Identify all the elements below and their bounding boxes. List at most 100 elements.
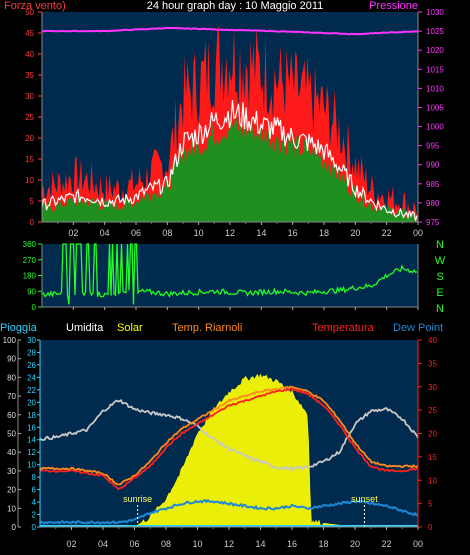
- pressure-y-tick-label: 1015: [426, 65, 444, 74]
- rain-y-tick-label: 20: [27, 398, 36, 407]
- rain-y-tick-label: 24: [27, 373, 36, 382]
- wind-y-tick-label: 15: [25, 155, 34, 164]
- wind-y-tick-label: 40: [25, 50, 34, 59]
- rain-y-tick-label: 16: [27, 423, 36, 432]
- legend-item: Temperatura: [312, 322, 375, 334]
- wind-x-tick-label: 02: [68, 228, 78, 238]
- humidity-y-tick-label: 0: [12, 523, 17, 532]
- wind-y-tick-label: 50: [25, 8, 34, 17]
- wind-x-tick-label: 10: [194, 228, 204, 238]
- wind-x-tick-label: 00: [413, 228, 423, 238]
- temperature-y-tick-label: 35: [428, 359, 437, 368]
- rain-y-tick-label: 26: [27, 361, 36, 370]
- direction-y-tick-label: 0: [32, 303, 37, 312]
- wind-y-tick-label: 10: [25, 176, 34, 185]
- rain-y-tick-label: 6: [32, 486, 37, 495]
- weather-x-tick-label: 16: [287, 539, 297, 549]
- chart-title: 24 hour graph day : 10 Maggio 2011: [147, 0, 324, 12]
- wind-speed-line: [41, 100, 418, 221]
- wind-x-tick-label: 14: [256, 228, 266, 238]
- pressure-y-tick-label: 995: [426, 142, 440, 151]
- temperature-y-tick-label: 10: [428, 476, 437, 485]
- temperature-y-tick-label: 20: [428, 430, 437, 439]
- rain-y-tick-label: 28: [27, 348, 36, 357]
- humidity-y-tick-label: 50: [7, 430, 16, 439]
- pressure-y-tick-label: 975: [426, 218, 440, 227]
- humidity-y-tick-label: 20: [7, 486, 16, 495]
- weather-x-tick-label: 06: [129, 539, 139, 549]
- direction-y-tick-label: 90: [27, 287, 36, 296]
- weather-x-tick-label: 18: [318, 539, 328, 549]
- temperature-y-tick-label: 30: [428, 383, 437, 392]
- weather-x-tick-label: 12: [224, 539, 234, 549]
- sunrise-label: sunrise: [123, 494, 152, 504]
- wind-x-tick-label: 16: [288, 228, 298, 238]
- legend-item: Temp. Riarnoli: [172, 322, 242, 334]
- pressure-y-tick-label: 1005: [426, 103, 444, 112]
- wind-y-tick-label: 45: [25, 29, 34, 38]
- right-axis-title: Pressione: [369, 0, 418, 12]
- direction-y-tick-label: 360: [23, 240, 37, 249]
- pressure-y-tick-label: 1020: [426, 46, 444, 55]
- humidity-y-tick-label: 100: [3, 336, 17, 345]
- humidity-y-tick-label: 40: [7, 448, 16, 457]
- rain-y-tick-label: 10: [27, 461, 36, 470]
- wind-x-tick-label: 22: [382, 228, 392, 238]
- weather-x-tick-label: 00: [413, 539, 423, 549]
- weather-x-tick-label: 22: [381, 539, 391, 549]
- left-axis-title: Forza vento): [4, 0, 66, 12]
- temperature-series: [39, 387, 419, 491]
- weather-x-tick-label: 10: [192, 539, 202, 549]
- rain-y-tick-label: 12: [27, 448, 36, 457]
- wind-x-tick-label: 06: [131, 228, 141, 238]
- wind-x-tick-label: 04: [100, 228, 110, 238]
- sunset-label: sunset: [351, 494, 378, 504]
- dew-point-series: [39, 498, 419, 525]
- wind-y-tick-label: 30: [25, 92, 34, 101]
- rain-y-tick-label: 22: [27, 386, 36, 395]
- temperature-y-tick-label: 5: [428, 500, 433, 509]
- wind-x-tick-label: 18: [319, 228, 329, 238]
- direction-y-tick-label: 270: [23, 256, 37, 265]
- legend-item: Pioggia: [0, 322, 38, 334]
- temperature-y-tick-label: 0: [428, 523, 433, 532]
- humidity-series: [39, 399, 419, 473]
- legend-item: Dew Point: [393, 322, 443, 334]
- compass-label: N: [436, 239, 444, 251]
- humidity-y-tick-label: 80: [7, 373, 16, 382]
- weather-x-tick-label: 08: [161, 539, 171, 549]
- pressure-y-tick-label: 1030: [426, 8, 444, 17]
- compass-label: S: [436, 271, 443, 283]
- wind-y-tick-label: 0: [30, 218, 35, 227]
- humidity-y-tick-label: 60: [7, 411, 16, 420]
- pressure-y-tick-label: 1010: [426, 84, 444, 93]
- rain-y-tick-label: 30: [27, 336, 36, 345]
- humidity-y-tick-label: 10: [7, 504, 16, 513]
- temperature-y-tick-label: 15: [428, 453, 437, 462]
- humidity-y-tick-label: 90: [7, 355, 16, 364]
- compass-label: N: [436, 303, 444, 315]
- direction-plot-area: [42, 244, 418, 307]
- wind-x-tick-label: 08: [162, 228, 172, 238]
- wind-x-tick-label: 12: [225, 228, 235, 238]
- legend-item: Solar: [117, 322, 143, 334]
- pressure-y-tick-label: 980: [426, 199, 440, 208]
- apparent-temperature-series: [39, 385, 419, 486]
- wind-y-tick-label: 25: [25, 113, 34, 122]
- pressure-y-tick-label: 990: [426, 161, 440, 170]
- pressure-series: [41, 26, 419, 36]
- rain-y-tick-label: 4: [32, 498, 37, 507]
- wind-x-tick-label: 20: [350, 228, 360, 238]
- pressure-y-tick-label: 1000: [426, 123, 444, 132]
- wind-y-tick-label: 20: [25, 134, 34, 143]
- compass-label: E: [436, 287, 443, 299]
- wind-y-tick-label: 35: [25, 71, 34, 80]
- pressure-y-tick-label: 985: [426, 180, 440, 189]
- temperature-y-tick-label: 40: [428, 336, 437, 345]
- direction-y-tick-label: 180: [23, 272, 37, 281]
- rain-y-tick-label: 8: [32, 473, 37, 482]
- compass-label: W: [435, 255, 446, 267]
- rain-y-tick-label: 18: [27, 411, 36, 420]
